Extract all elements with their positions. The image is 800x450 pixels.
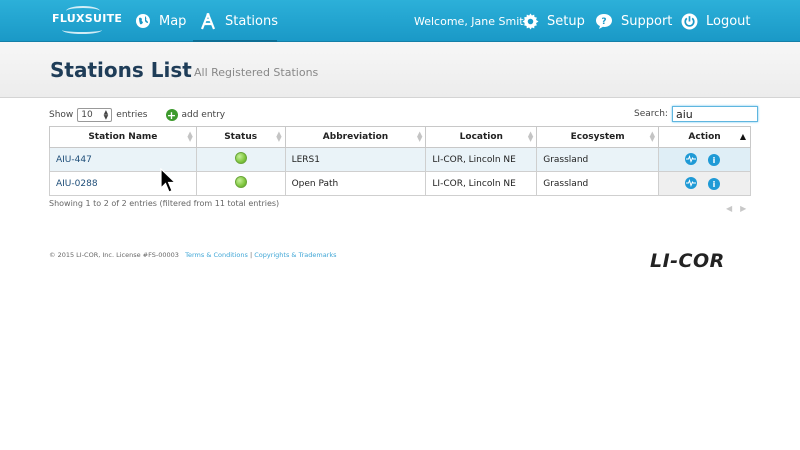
sort-ascending-icon: ▲ — [739, 132, 746, 141]
nav-support[interactable]: ? Support — [595, 0, 672, 42]
svg-text:?: ? — [601, 17, 606, 27]
column-header-status[interactable]: Status ▲ ▼ — [195, 126, 286, 148]
search-area: Search: — [634, 106, 758, 122]
location-cell: LI-COR, Lincoln NE — [425, 147, 538, 172]
gear-icon — [522, 13, 539, 30]
status-ok-icon — [234, 152, 247, 164]
show-label: Show — [49, 110, 74, 120]
sort-icon: ▲ ▼ — [276, 130, 282, 143]
info-icon[interactable]: i — [707, 178, 720, 191]
power-icon — [681, 13, 698, 30]
abbreviation-cell: Open Path — [284, 171, 427, 196]
abbreviation-cell: LERS1 — [284, 147, 427, 172]
select-arrows-icon: ▲ ▼ — [103, 109, 109, 121]
mouse-cursor-icon — [160, 168, 177, 193]
station-name-link[interactable]: AIU-0288 — [49, 171, 197, 196]
previous-page-icon[interactable]: ◀ — [726, 204, 733, 213]
terms-link[interactable]: Terms & Conditions — [185, 251, 248, 259]
ecosystem-cell: Grassland — [536, 147, 660, 172]
add-entry-label: add entry — [181, 110, 226, 120]
table-info: Showing 1 to 2 of 2 entries (filtered fr… — [49, 199, 280, 208]
entries-label: entries — [116, 110, 148, 120]
column-header-abbreviation[interactable]: Abbreviation ▲ ▼ — [284, 126, 427, 148]
search-label: Search: — [634, 109, 668, 119]
tower-icon — [199, 12, 217, 30]
logo-text: FLUXSUITE — [52, 12, 123, 25]
status-cell — [195, 171, 286, 196]
status-ok-icon — [234, 176, 247, 188]
station-name-link[interactable]: AIU-447 — [49, 147, 197, 172]
table-row[interactable]: AIU-447 LERS1 LI-COR, Lincoln NE Grassla… — [49, 147, 751, 172]
status-cell — [195, 147, 286, 172]
top-navbar: FLUXSUITE Map Stations Welcome, Jane Smi… — [0, 0, 800, 43]
nav-support-label: Support — [621, 13, 673, 29]
page-title: Stations List — [50, 58, 192, 82]
pulse-icon[interactable] — [685, 152, 698, 165]
logo-swoosh-bottom — [62, 26, 102, 34]
fluxsuite-logo[interactable]: FLUXSUITE — [52, 6, 122, 38]
column-header-station-name[interactable]: Station Name ▲ ▼ — [49, 126, 197, 148]
nav-stations-label: Stations — [225, 13, 278, 29]
active-tab-indicator — [193, 40, 277, 43]
table-header-row: Station Name ▲ ▼ Status ▲ ▼ Abbreviation ▲ ▼ L… — [49, 126, 751, 148]
copyrights-link[interactable]: Copyrights & Trademarks — [254, 251, 337, 259]
help-bubble-icon: ? — [595, 13, 613, 30]
table-row[interactable]: AIU-0288 Open Path LI-COR, Lincoln NE Gr… — [49, 171, 751, 196]
nav-map[interactable]: Map — [135, 0, 186, 42]
ecosystem-cell: Grassland — [536, 171, 660, 196]
pulse-icon[interactable] — [685, 176, 698, 189]
pagination: ◀ ▶ — [726, 204, 754, 213]
nav-logout[interactable]: Logout — [681, 0, 751, 42]
column-header-action[interactable]: Action ▲ — [658, 126, 751, 148]
logo-swoosh-top — [66, 6, 100, 16]
globe-icon — [135, 13, 151, 29]
sort-icon: ▲ ▼ — [417, 130, 423, 143]
nav-setup[interactable]: Setup — [522, 0, 585, 42]
table-controls: Show 10 ▲ ▼ entries + add entry — [49, 108, 225, 122]
location-cell: LI-COR, Lincoln NE — [425, 171, 538, 196]
entries-select[interactable]: 10 ▲ ▼ — [77, 108, 113, 122]
next-page-icon[interactable]: ▶ — [740, 204, 747, 213]
copyright-text: © 2015 LI-COR, Inc. License #FS-00003 — [49, 251, 179, 259]
nav-map-label: Map — [159, 13, 187, 29]
column-header-ecosystem[interactable]: Ecosystem ▲ ▼ — [536, 126, 660, 148]
action-cell: i — [658, 147, 751, 172]
nav-setup-label: Setup — [547, 13, 585, 29]
stations-table: Station Name ▲ ▼ Status ▲ ▼ Abbreviation ▲ ▼ L… — [49, 126, 751, 196]
entries-select-value: 10 — [81, 110, 93, 120]
add-entry-button[interactable]: + add entry — [165, 108, 226, 122]
column-header-location[interactable]: Location ▲ ▼ — [425, 126, 538, 148]
welcome-text: Welcome, Jane Smith — [414, 14, 531, 28]
sort-icon: ▲ ▼ — [527, 130, 534, 143]
footer: © 2015 LI-COR, Inc. License #FS-00003 Te… — [49, 251, 337, 259]
plus-icon: + — [165, 108, 178, 122]
nav-logout-label: Logout — [706, 13, 751, 29]
page-subtitle: All Registered Stations — [194, 66, 319, 79]
sort-icon: ▲ ▼ — [649, 130, 656, 143]
licor-logo: LI-COR — [650, 250, 725, 272]
sort-icon: ▲ ▼ — [187, 130, 193, 143]
action-cell: i — [658, 171, 751, 196]
page-header: Stations List All Registered Stations — [0, 42, 800, 98]
nav-stations[interactable]: Stations — [199, 0, 278, 42]
info-icon[interactable]: i — [707, 154, 720, 167]
search-input[interactable] — [671, 106, 758, 122]
footer-separator: | — [249, 251, 253, 259]
